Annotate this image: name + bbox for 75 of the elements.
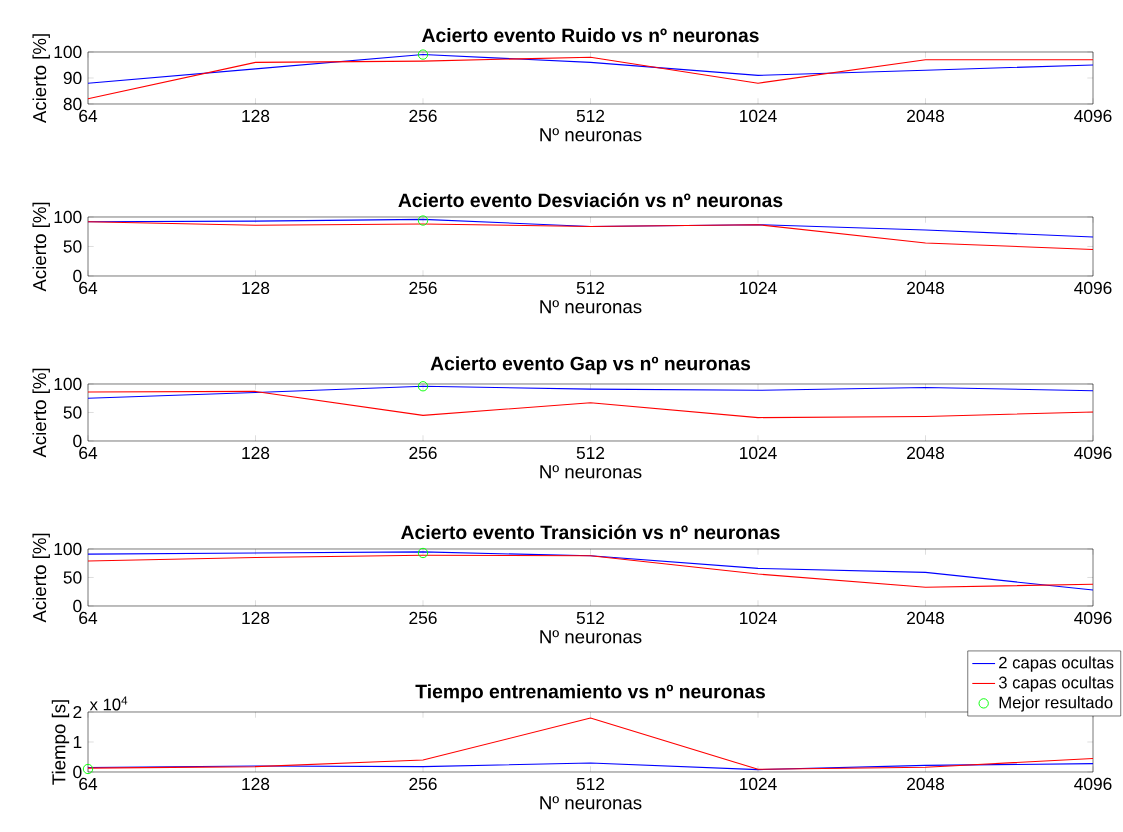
y-tick-label: 100: [54, 542, 82, 556]
y-tick-label: 80: [63, 97, 82, 111]
x-tick-label: 256: [409, 611, 437, 625]
y-axis-title: Acierto [%]: [32, 34, 50, 124]
legend-label: 3 capas ocultas: [998, 676, 1114, 692]
x-tick-label: 1024: [740, 611, 777, 625]
x-tick-label: 128: [242, 446, 270, 460]
x-tick-label: 1024: [740, 446, 777, 460]
y-axis-title: Acierto [%]: [32, 202, 50, 292]
y-axis-title: Tiempo [s]: [51, 700, 70, 785]
x-tick-label: 2048: [907, 611, 945, 625]
x-tick-label: 128: [242, 777, 270, 791]
x-tick-label: 512: [576, 611, 605, 625]
legend-label: 2 capas ocultas: [999, 656, 1114, 672]
y-axis-title: Acierto [%]: [32, 533, 50, 623]
chart-title: Acierto evento Desviación vs nº neuronas: [398, 192, 783, 208]
y-axis-title: Acierto [%]: [32, 368, 50, 458]
x-tick-label: 256: [409, 446, 437, 460]
x-tick-label: 64: [79, 777, 98, 791]
x-tick-label: 512: [576, 777, 605, 791]
y-tick-label: 100: [54, 45, 82, 59]
y-tick-label: 0: [73, 765, 82, 779]
x-tick-label: 4096: [1074, 109, 1112, 123]
x-tick-label: 4096: [1074, 611, 1112, 625]
y-tick-label: 50: [63, 240, 82, 253]
x-tick-label: 1024: [740, 281, 777, 295]
x-tick-label: 64: [79, 109, 98, 123]
y-tick-label: 50: [63, 571, 82, 584]
x-tick-label: 256: [409, 109, 437, 123]
x-axis-title: Nº neuronas: [540, 300, 642, 314]
line-series: [87, 56, 1094, 100]
x-tick-label: 2048: [907, 281, 945, 295]
line-series: [87, 54, 1094, 84]
x-tick-label: 64: [79, 611, 98, 625]
y-tick-label: 100: [54, 377, 82, 391]
legend-label: Mejor resultado: [999, 696, 1113, 712]
chart-title: Tiempo entrenamiento vs nº neuronas: [415, 684, 765, 703]
x-tick-label: 2048: [907, 777, 945, 791]
x-tick-label: 256: [409, 281, 437, 295]
x-tick-label: 4096: [1074, 281, 1112, 295]
x-tick-label: 512: [576, 281, 605, 295]
y-tick-label: 1: [73, 736, 82, 748]
x-axis-title: Nº neuronas: [540, 796, 642, 810]
y-tick-label: 100: [54, 210, 82, 224]
line-series: [87, 221, 1094, 250]
y-tick-label: 0: [73, 599, 82, 613]
x-tick-label: 128: [242, 109, 270, 123]
chart-title: Acierto evento Gap vs nº neuronas: [430, 356, 751, 375]
x-tick-label: 2048: [907, 446, 945, 460]
y-tick-label: 2: [73, 705, 82, 719]
line-series: [87, 390, 1094, 419]
chart-title: Acierto evento Ruido vs nº neuronas: [422, 27, 759, 43]
x-tick-label: 128: [242, 611, 270, 625]
x-axis-title: Nº neuronas: [540, 630, 642, 644]
x-tick-label: 1024: [740, 109, 777, 123]
x-tick-label: 512: [576, 109, 605, 123]
x-tick-label: 64: [79, 281, 98, 295]
x-axis-title: Nº neuronas: [540, 465, 642, 479]
x-tick-label: 4096: [1074, 446, 1112, 460]
x-tick-label: 256: [409, 777, 437, 791]
y-tick-label: 90: [63, 71, 82, 85]
line-series: [87, 717, 1094, 770]
y-tick-label: 50: [63, 406, 82, 419]
x-tick-label: 4096: [1074, 777, 1112, 791]
x-tick-label: 2048: [907, 109, 945, 123]
x-tick-label: 128: [242, 281, 270, 295]
y-tick-label: 0: [73, 434, 82, 448]
x-tick-label: 512: [576, 446, 605, 460]
x-axis-title: Nº neuronas: [540, 128, 642, 142]
line-series: [87, 385, 1094, 399]
x-tick-label: 1024: [740, 777, 777, 791]
x-tick-label: 64: [79, 446, 98, 460]
text: x 10$^{4}$: [89, 696, 128, 711]
chart-title: Acierto evento Transición vs nº neuronas: [401, 524, 780, 540]
y-tick-label: 0: [73, 269, 82, 283]
